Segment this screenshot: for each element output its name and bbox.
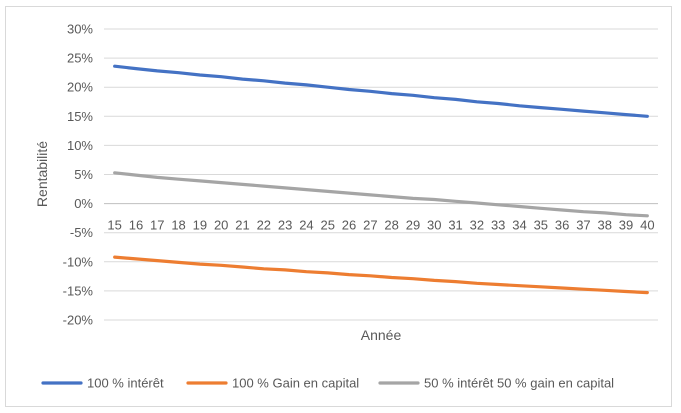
x-tick-label: 20 [214,218,228,233]
x-axis-title: Année [361,327,402,343]
y-tick-label: 20% [67,80,93,95]
legend-label: 100 % Gain en capital [232,376,359,391]
x-tick-label: 36 [555,218,569,233]
x-tick-label: 22 [257,218,271,233]
x-tick-label: 30 [427,218,441,233]
y-tick-label: 10% [67,138,93,153]
x-tick-label: 32 [470,218,484,233]
series-line-3 [113,171,649,218]
x-tick-label: 28 [384,218,398,233]
y-axis-ticks: 30% 25% 20% 15% 10% 5% 0% -5% -10% -15% -20% [63,22,94,328]
y-tick-label: 25% [67,51,93,66]
series-line-1 [113,64,649,118]
y-tick-label: 5% [74,167,93,182]
x-tick-label: 35 [534,218,548,233]
x-tick-label: 21 [235,218,249,233]
y-tick-label: -15% [63,283,94,298]
series-lines [113,64,649,295]
y-tick-label: -20% [63,313,94,328]
x-tick-label: 27 [363,218,377,233]
y-tick-label: 15% [67,109,93,124]
x-tick-label: 24 [299,218,313,233]
legend-label: 100 % intérêt [87,376,164,391]
x-tick-label: 16 [129,218,143,233]
x-tick-label: 38 [597,218,611,233]
x-axis-ticks: 15 16 17 18 19 20 21 22 23 24 25 26 27 28 29 30 31 32 33 34… [107,218,654,233]
x-tick-label: 18 [171,218,185,233]
y-tick-label: 30% [67,22,93,37]
x-tick-label: 40 [640,218,654,233]
x-tick-label: 39 [619,218,633,233]
x-tick-label: 33 [491,218,505,233]
x-tick-label: 26 [342,218,356,233]
y-tick-label: -5% [70,225,94,240]
gridlines [104,28,658,321]
x-tick-label: 17 [150,218,164,233]
y-tick-label: -10% [63,254,94,269]
x-tick-label: 15 [107,218,121,233]
x-tick-label: 25 [320,218,334,233]
x-tick-label: 31 [448,218,462,233]
x-tick-label: 23 [278,218,292,233]
x-tick-label: 29 [406,218,420,233]
x-tick-label: 19 [193,218,207,233]
y-tick-label: 0% [74,196,93,211]
x-tick-label: 37 [576,218,590,233]
legend: 100 % intérêt 100 % Gain en capital 50 % i… [41,376,614,391]
y-axis-title: Rentabilité [34,141,50,207]
series-line-2 [113,255,649,295]
legend-label: 50 % intérêt 50 % gain en capital [424,376,614,391]
chart-frame [5,6,672,407]
x-tick-label: 34 [512,218,526,233]
